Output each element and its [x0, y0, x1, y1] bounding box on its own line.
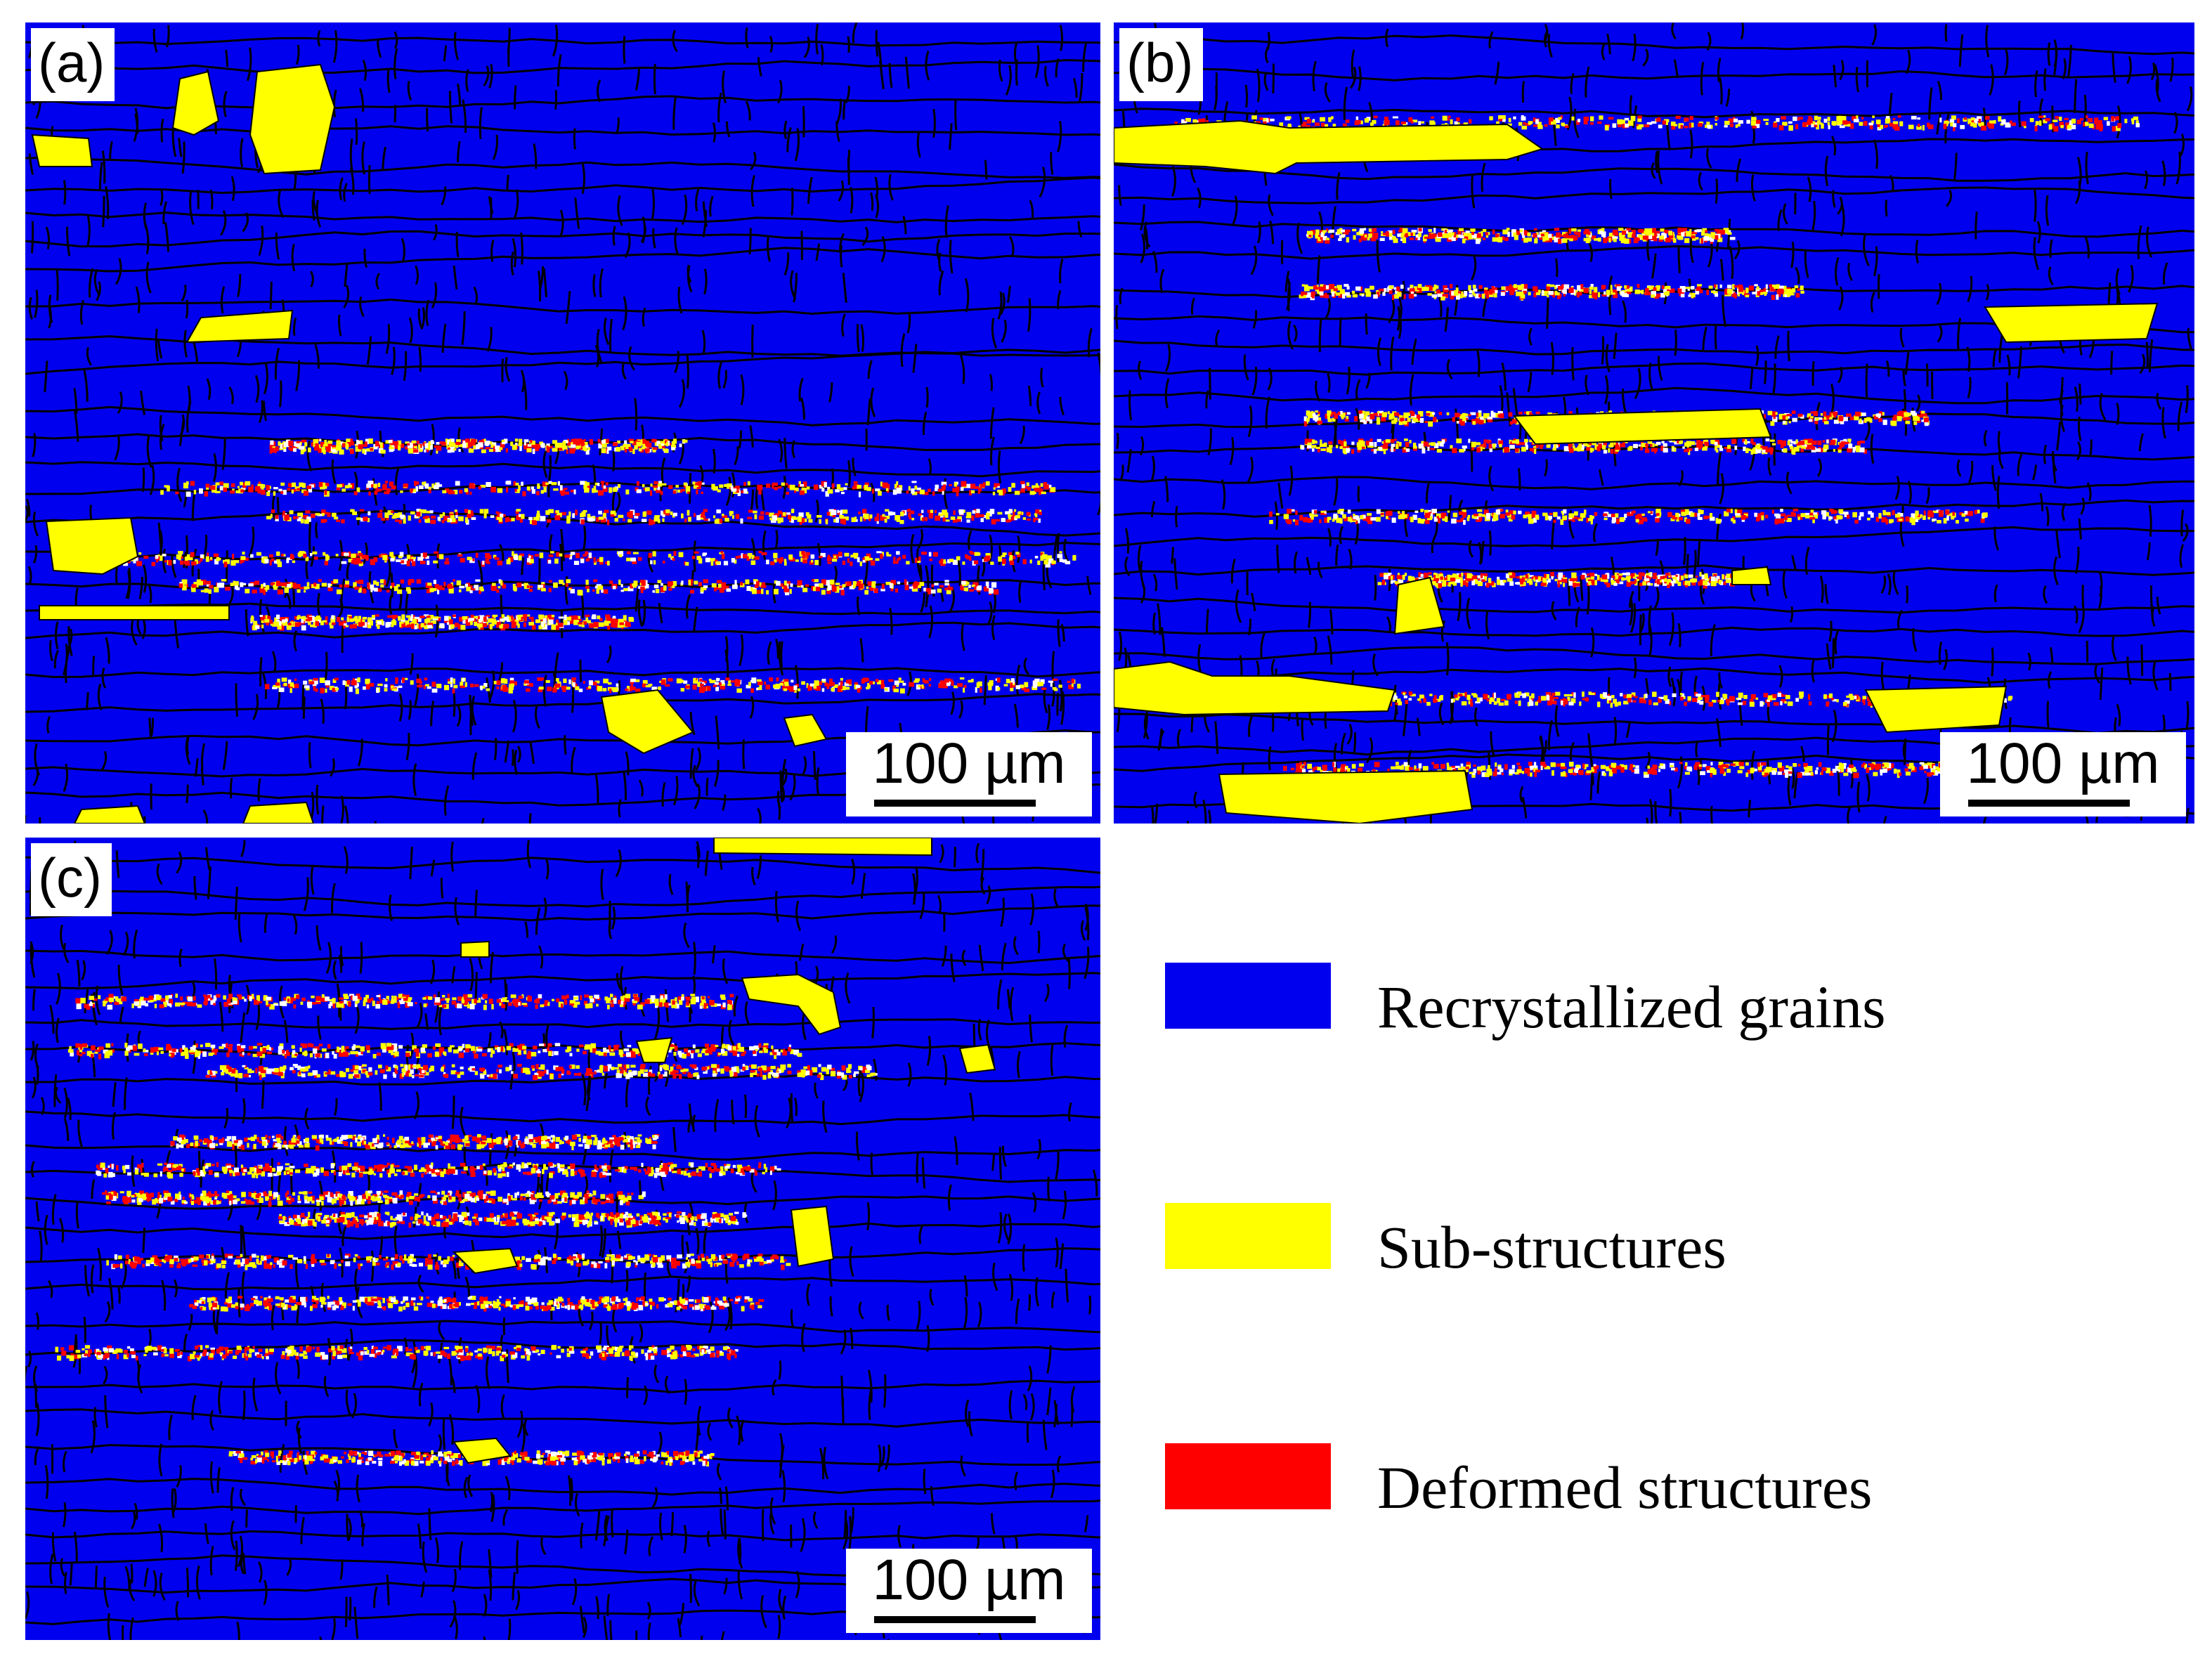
- scale-bar-c: 100 µm: [846, 1549, 1092, 1633]
- ebsd-map-panel-b: (b) 100 µm: [1114, 22, 2194, 824]
- ebsd-map-panel-c: (c) 100 µm: [25, 838, 1100, 1640]
- scale-bar-line-b: [1968, 800, 2130, 807]
- grain-map-a: [25, 22, 1100, 824]
- legend-swatch-deformed: [1165, 1443, 1331, 1509]
- grain-boundaries: [25, 839, 1100, 1640]
- sub-structure-regions: [31, 63, 828, 824]
- scale-bar-text-a: 100 µm: [872, 731, 1066, 795]
- panel-label-a: (a): [31, 28, 115, 101]
- scale-bar-line-c: [874, 1616, 1036, 1623]
- sub-structure-regions: [1114, 119, 2159, 824]
- panel-label-b: (b): [1119, 28, 1204, 101]
- deformed-bands: [55, 994, 878, 1467]
- scale-bar-text-c: 100 µm: [872, 1548, 1066, 1612]
- sub-structure-regions: [452, 838, 996, 1464]
- legend-label-recrystallized: Recrystallized grains: [1377, 973, 1886, 1041]
- deformed-bands: [112, 438, 1081, 694]
- scale-bar-text-b: 100 µm: [1966, 731, 2160, 795]
- legend-label-deformed: Deformed structures: [1377, 1454, 1873, 1521]
- scale-bar-b: 100 µm: [1940, 732, 2186, 816]
- legend-swatch-substructures: [1165, 1203, 1331, 1269]
- grain-map-c: [25, 838, 1100, 1640]
- scale-bar-a: 100 µm: [846, 732, 1092, 816]
- legend-swatch-recrystallized: [1165, 963, 1331, 1029]
- grain-boundaries: [25, 22, 1100, 824]
- grain-map-b: [1114, 22, 2194, 824]
- panel-label-c: (c): [31, 843, 112, 916]
- ebsd-map-panel-a: (a) 100 µm: [25, 22, 1100, 824]
- scale-bar-line-a: [874, 800, 1036, 807]
- legend-label-substructures: Sub-structures: [1377, 1213, 1726, 1281]
